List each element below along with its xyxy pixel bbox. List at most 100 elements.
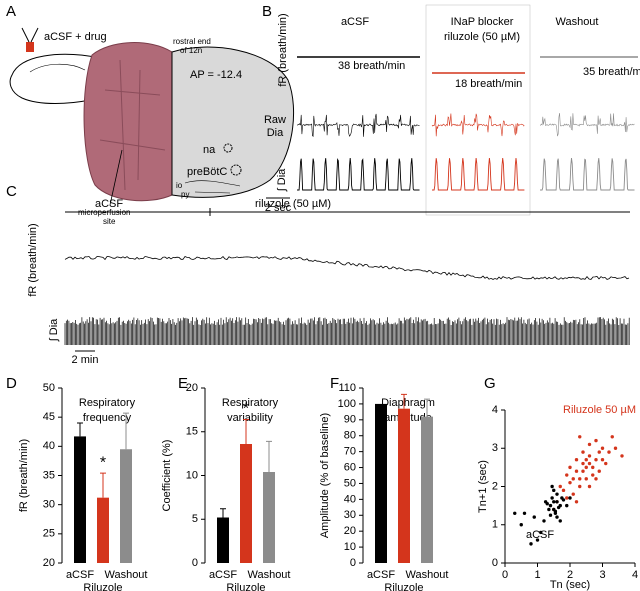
y-axis-label: Coefficient (%) — [161, 440, 173, 512]
y-tick-label: 60 — [344, 461, 356, 473]
y-tick-label: 20 — [344, 525, 356, 537]
y-tick-label: 90 — [344, 414, 356, 426]
legend-label: Riluzole 50 µM — [563, 404, 636, 416]
y-axis-label: Amplitude (% of baseline) — [319, 413, 331, 538]
annotation: * — [100, 454, 106, 471]
scatter-point — [513, 511, 517, 515]
y-tick-label: 1 — [492, 519, 498, 531]
y-tick-label: 4 — [492, 404, 498, 416]
scatter-point — [539, 530, 543, 535]
drug-label: aCSF + drug — [44, 31, 107, 43]
scatter-point — [574, 500, 579, 504]
integrated-trace — [297, 157, 420, 191]
y-tick-label: 40 — [344, 493, 356, 505]
y-tick-label: 3 — [492, 442, 498, 454]
nucleus-outline — [184, 180, 241, 194]
scatter-point — [568, 480, 572, 485]
rate-label: 18 breath/min — [455, 78, 522, 90]
x-tick-label: Washout — [247, 569, 290, 581]
chart-title: frequency — [83, 412, 132, 424]
na-label: na — [203, 144, 216, 156]
scatter-point — [558, 519, 562, 523]
x-tick-label: aCSF — [66, 569, 94, 581]
condition-label: Washout — [555, 16, 598, 28]
scatter-point — [607, 450, 611, 454]
scatter-point — [556, 505, 561, 510]
site-label: site — [103, 217, 116, 226]
bar — [120, 449, 132, 563]
scatter-point — [587, 442, 592, 447]
scatter-point — [555, 500, 559, 504]
scatter-point — [581, 461, 585, 466]
scatter-point — [578, 435, 582, 439]
integrated-trace — [432, 157, 525, 191]
y-tick-label: 30 — [344, 509, 356, 521]
rostral-label: of 12n — [180, 46, 202, 55]
scatter-point — [547, 507, 551, 512]
scatter-point — [571, 477, 575, 481]
rate-trace — [64, 256, 630, 280]
panel-letter: B — [262, 3, 272, 20]
error-bar — [77, 422, 83, 437]
condition-label: riluzole (50 µM) — [255, 198, 331, 210]
error-bar — [123, 412, 129, 450]
scatter-point — [543, 500, 548, 504]
bar — [421, 416, 433, 563]
scatter-point — [578, 484, 582, 489]
x-axis-label: Riluzole — [226, 582, 265, 591]
y-axis-label: Raw — [264, 114, 286, 126]
brain-slice — [83, 42, 173, 202]
io-label: io — [176, 181, 183, 190]
scatter-point — [519, 523, 523, 527]
panel-letter: G — [484, 375, 496, 392]
error-bar — [424, 398, 430, 417]
error-bar — [401, 393, 407, 409]
y-tick-label: 10 — [186, 469, 198, 481]
scatter-point — [594, 458, 598, 462]
scale-label: 2 sec — [265, 202, 292, 214]
x-axis-label: Riluzole — [384, 582, 423, 591]
scatter-point — [620, 454, 624, 458]
panel-letter: F — [330, 375, 339, 392]
pointer — [109, 149, 123, 206]
scatter-point — [568, 496, 572, 500]
brain-outline — [29, 63, 86, 73]
y-tick-label: 2 — [492, 480, 498, 492]
prebotc-label: preBötC — [187, 166, 227, 178]
x-tick-label: 0 — [502, 569, 508, 581]
raw-trace — [431, 113, 525, 137]
y-tick-label: 100 — [338, 398, 356, 410]
panel-letter: C — [6, 183, 17, 200]
scatter-point — [610, 435, 614, 439]
slice-texture — [99, 59, 166, 191]
nucleus-outline — [223, 143, 233, 153]
dia-trace — [64, 317, 630, 345]
y-axis-label: Tn+1 (sec) — [477, 460, 489, 513]
chart-title: Diaphragm — [381, 397, 435, 409]
blocker-label: INaP blocker — [451, 16, 514, 28]
condition-label: aCSF — [95, 198, 123, 210]
error-bar — [266, 440, 272, 472]
x-tick-label: 4 — [632, 569, 638, 581]
y-tick-label: 50 — [43, 382, 55, 394]
y-tick-label: 70 — [344, 446, 356, 458]
scatter-point — [552, 500, 556, 504]
scatter-point — [550, 484, 554, 489]
error-bar — [243, 419, 249, 444]
condition-label: aCSF — [341, 16, 369, 28]
scatter-point — [584, 477, 588, 481]
scatter-point — [597, 469, 601, 473]
raw-trace — [539, 113, 635, 137]
x-tick-label: aCSF — [209, 569, 237, 581]
scatter-point — [555, 492, 559, 496]
panel-a: aCSF + drug AP = -12.4 rostral end of 12… — [9, 27, 294, 226]
legend-label: aCSF — [526, 529, 554, 541]
y-tick-label: 25 — [43, 528, 55, 540]
error-bar — [100, 472, 106, 498]
scatter-point — [574, 458, 579, 462]
y-axis-label: ∫ Dia — [276, 168, 288, 192]
condition-label: riluzole (50 µM) — [444, 31, 520, 43]
x-tick-label: 2 — [567, 569, 573, 581]
rate-label: 35 breath/min — [583, 66, 640, 78]
scatter-point — [587, 484, 592, 489]
